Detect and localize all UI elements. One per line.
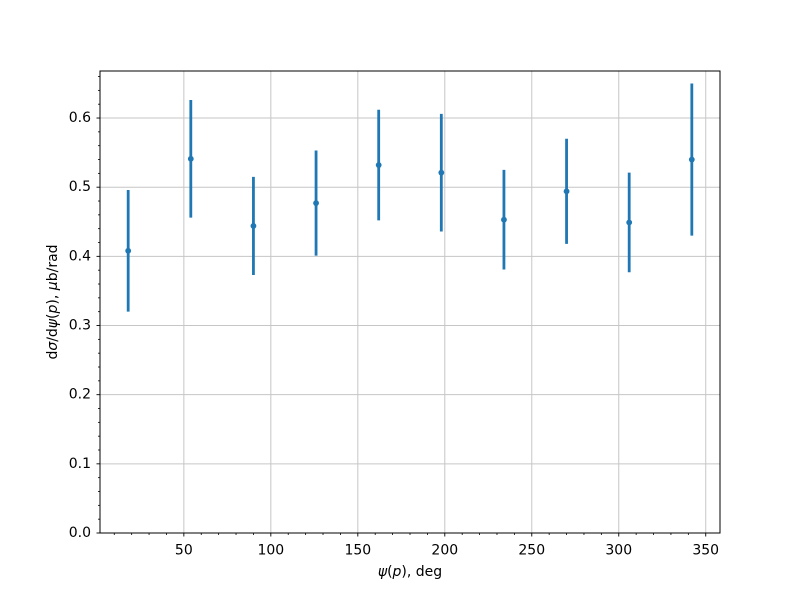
x-axis-label: ψ(p), deg — [378, 564, 442, 580]
y-tick-label: 0.1 — [69, 456, 91, 472]
x-tick-label: 200 — [431, 543, 458, 559]
y-axis-label: dσ/dψ(p), μb/rad — [45, 244, 61, 359]
data-point-marker — [501, 216, 507, 223]
x-tick-label: 50 — [175, 543, 193, 559]
data-point-marker — [563, 188, 570, 195]
y-tick-label: 0.2 — [69, 387, 91, 403]
data-point-marker — [375, 162, 382, 168]
y-tick-label: 0.3 — [69, 318, 91, 334]
x-tick-label: 300 — [605, 543, 632, 559]
y-tick-label: 0.4 — [69, 248, 91, 264]
y-tick-label: 0.5 — [69, 179, 91, 195]
x-tick-label: 150 — [344, 543, 371, 559]
data-point-marker — [313, 200, 319, 206]
data-point-marker — [187, 155, 194, 162]
x-tick-label: 250 — [518, 543, 545, 559]
data-point-marker — [688, 156, 695, 163]
x-tick-label: 350 — [692, 543, 719, 559]
y-tick-label: 0.0 — [69, 525, 91, 541]
y-tick-label: 0.6 — [69, 110, 91, 126]
data-point-marker — [438, 169, 445, 176]
data-point-marker — [250, 223, 257, 229]
x-tick-label: 100 — [257, 543, 284, 559]
plot-border — [99, 70, 721, 534]
data-point-marker — [626, 219, 633, 226]
data-point-marker — [125, 247, 132, 254]
